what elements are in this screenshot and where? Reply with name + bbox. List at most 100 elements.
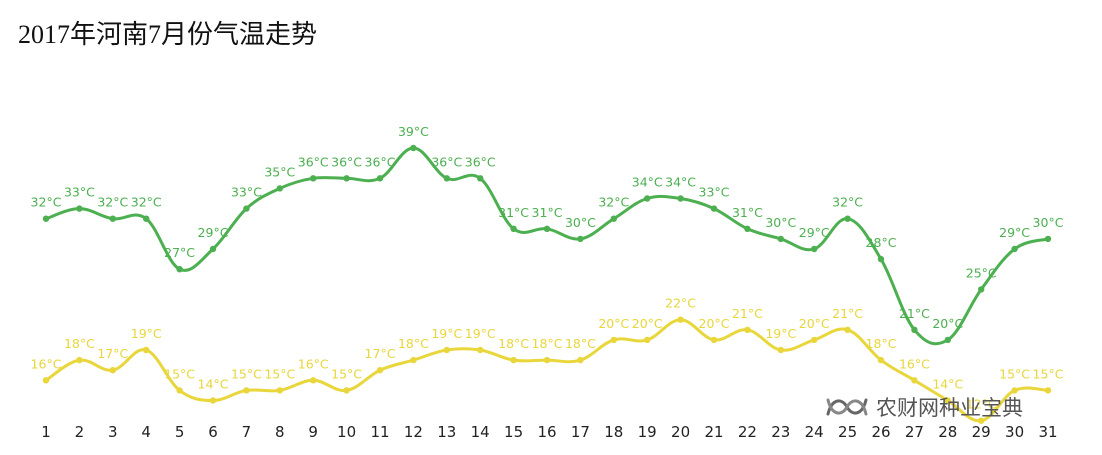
x-tick-label-29: 29	[972, 423, 991, 441]
x-tick-label-30: 30	[1005, 423, 1024, 441]
data-label-high-16: 31°C	[532, 205, 563, 220]
data-point-low-20	[677, 316, 684, 323]
data-point-low-7	[243, 387, 250, 394]
series-high: 32°C33°C32°C 32°C27°C29°C33°C35°C36°C 36°C…	[31, 124, 1064, 346]
data-point-high-12	[410, 144, 417, 152]
data-label-high-17: 30°C	[565, 215, 596, 230]
x-tick-label-7: 7	[242, 423, 252, 441]
data-label-low-23: 19°C	[765, 326, 796, 341]
x-tick-label-18: 18	[604, 423, 623, 441]
x-tick-label-23: 23	[771, 423, 790, 441]
data-point-low-17	[577, 356, 584, 364]
data-label-high-23: 30°C	[765, 215, 796, 230]
data-label-low-6: 14°C	[198, 377, 229, 392]
x-tick-label-12: 12	[404, 423, 423, 441]
data-label-high-9: 36°C	[298, 154, 329, 169]
data-point-high-18	[610, 215, 617, 222]
x-tick-label-8: 8	[275, 423, 285, 441]
data-label-low-30: 15°C	[999, 366, 1030, 381]
x-axis-tick-labels: 1 2 3 4 5 6 7 8 9 10 11 12 13 14 15 16 17 18 19 20 21 22 23 24 2…	[41, 423, 1057, 441]
data-point-low-24	[811, 336, 818, 344]
data-label-high-5: 27°C	[164, 245, 195, 260]
x-tick-label-17: 17	[571, 423, 590, 441]
data-label-low-25: 21°C	[832, 306, 863, 321]
watermark: 农财网种业宝典	[824, 392, 1023, 422]
data-point-low-28	[944, 397, 951, 404]
watermark-text: 农财网种业宝典	[876, 396, 1023, 420]
x-tick-label-13: 13	[437, 423, 456, 441]
data-point-low-1	[42, 377, 50, 384]
data-point-low-27	[911, 377, 918, 384]
data-point-low-29	[978, 417, 985, 424]
data-label-low-26: 18°C	[866, 336, 897, 351]
data-point-high-25	[844, 215, 851, 222]
data-label-low-15: 18°C	[498, 336, 529, 351]
data-point-high-30	[1011, 245, 1018, 253]
data-point-high-16	[543, 225, 551, 232]
data-label-low-10: 15°C	[331, 366, 362, 381]
x-tick-label-28: 28	[938, 423, 957, 441]
data-point-high-27	[911, 326, 918, 333]
data-point-high-3	[109, 215, 117, 222]
data-label-low-2: 18°C	[64, 336, 95, 351]
data-point-high-10	[343, 175, 350, 182]
data-point-low-23	[777, 346, 784, 354]
data-label-low-28: 14°C	[932, 377, 963, 392]
data-label-low-24: 20°C	[799, 316, 830, 331]
data-point-high-26	[877, 255, 885, 263]
data-point-high-14	[477, 175, 484, 182]
data-point-low-14	[477, 346, 484, 354]
data-label-low-17: 18°C	[565, 336, 596, 351]
x-tick-label-5: 5	[175, 423, 185, 441]
series-low: 16°C18°C17°C19°C15°C14°C15°C 15°C16°C15°C…	[31, 296, 1064, 424]
data-point-low-22	[744, 326, 751, 333]
data-point-low-21	[710, 336, 718, 344]
data-label-low-8: 15°C	[264, 366, 295, 381]
data-point-low-25	[844, 326, 851, 333]
data-point-high-13	[443, 175, 450, 182]
data-label-high-18: 32°C	[598, 195, 629, 210]
data-point-low-19	[644, 336, 651, 344]
data-label-low-21: 20°C	[699, 316, 730, 331]
x-tick-label-6: 6	[208, 423, 218, 441]
data-label-low-5: 15°C	[164, 366, 195, 381]
data-label-high-2: 33°C	[64, 185, 95, 200]
x-tick-label-24: 24	[805, 423, 824, 441]
data-label-high-12: 39°C	[398, 124, 429, 139]
x-tick-label-2: 2	[75, 423, 85, 441]
data-label-low-9: 16°C	[298, 356, 329, 371]
x-tick-label-31: 31	[1038, 423, 1057, 441]
data-point-low-26	[877, 356, 885, 364]
data-point-high-9	[310, 175, 317, 182]
data-point-low-15	[510, 356, 517, 364]
data-point-high-1	[42, 215, 50, 222]
data-label-high-8: 35°C	[264, 164, 295, 179]
data-point-low-2	[76, 356, 83, 364]
data-label-high-29: 25°C	[966, 265, 997, 280]
data-point-high-4	[143, 215, 150, 222]
data-label-high-7: 33°C	[231, 185, 262, 200]
x-tick-label-27: 27	[905, 423, 924, 441]
data-label-high-3: 32°C	[97, 195, 128, 210]
data-point-low-12	[410, 356, 417, 364]
data-point-high-21	[710, 205, 718, 212]
data-label-high-28: 20°C	[932, 316, 963, 331]
data-point-low-13	[443, 346, 450, 354]
data-label-low-20: 22°C	[665, 296, 696, 311]
data-point-high-11	[376, 175, 384, 182]
x-tick-label-21: 21	[704, 423, 723, 441]
data-label-low-4: 19°C	[131, 326, 162, 341]
data-point-low-8	[276, 387, 283, 394]
x-tick-label-19: 19	[638, 423, 657, 441]
x-tick-label-14: 14	[471, 423, 490, 441]
data-label-low-7: 15°C	[231, 366, 262, 381]
x-tick-label-1: 1	[41, 423, 51, 441]
data-point-high-5	[176, 266, 183, 273]
data-label-low-11: 17°C	[365, 346, 396, 361]
data-label-high-13: 36°C	[431, 154, 462, 169]
data-label-low-3: 17°C	[97, 346, 128, 361]
data-label-high-1: 32°C	[31, 195, 62, 210]
data-label-low-16: 18°C	[532, 336, 563, 351]
data-label-high-27: 21°C	[899, 306, 930, 321]
data-label-low-14: 19°C	[465, 326, 496, 341]
